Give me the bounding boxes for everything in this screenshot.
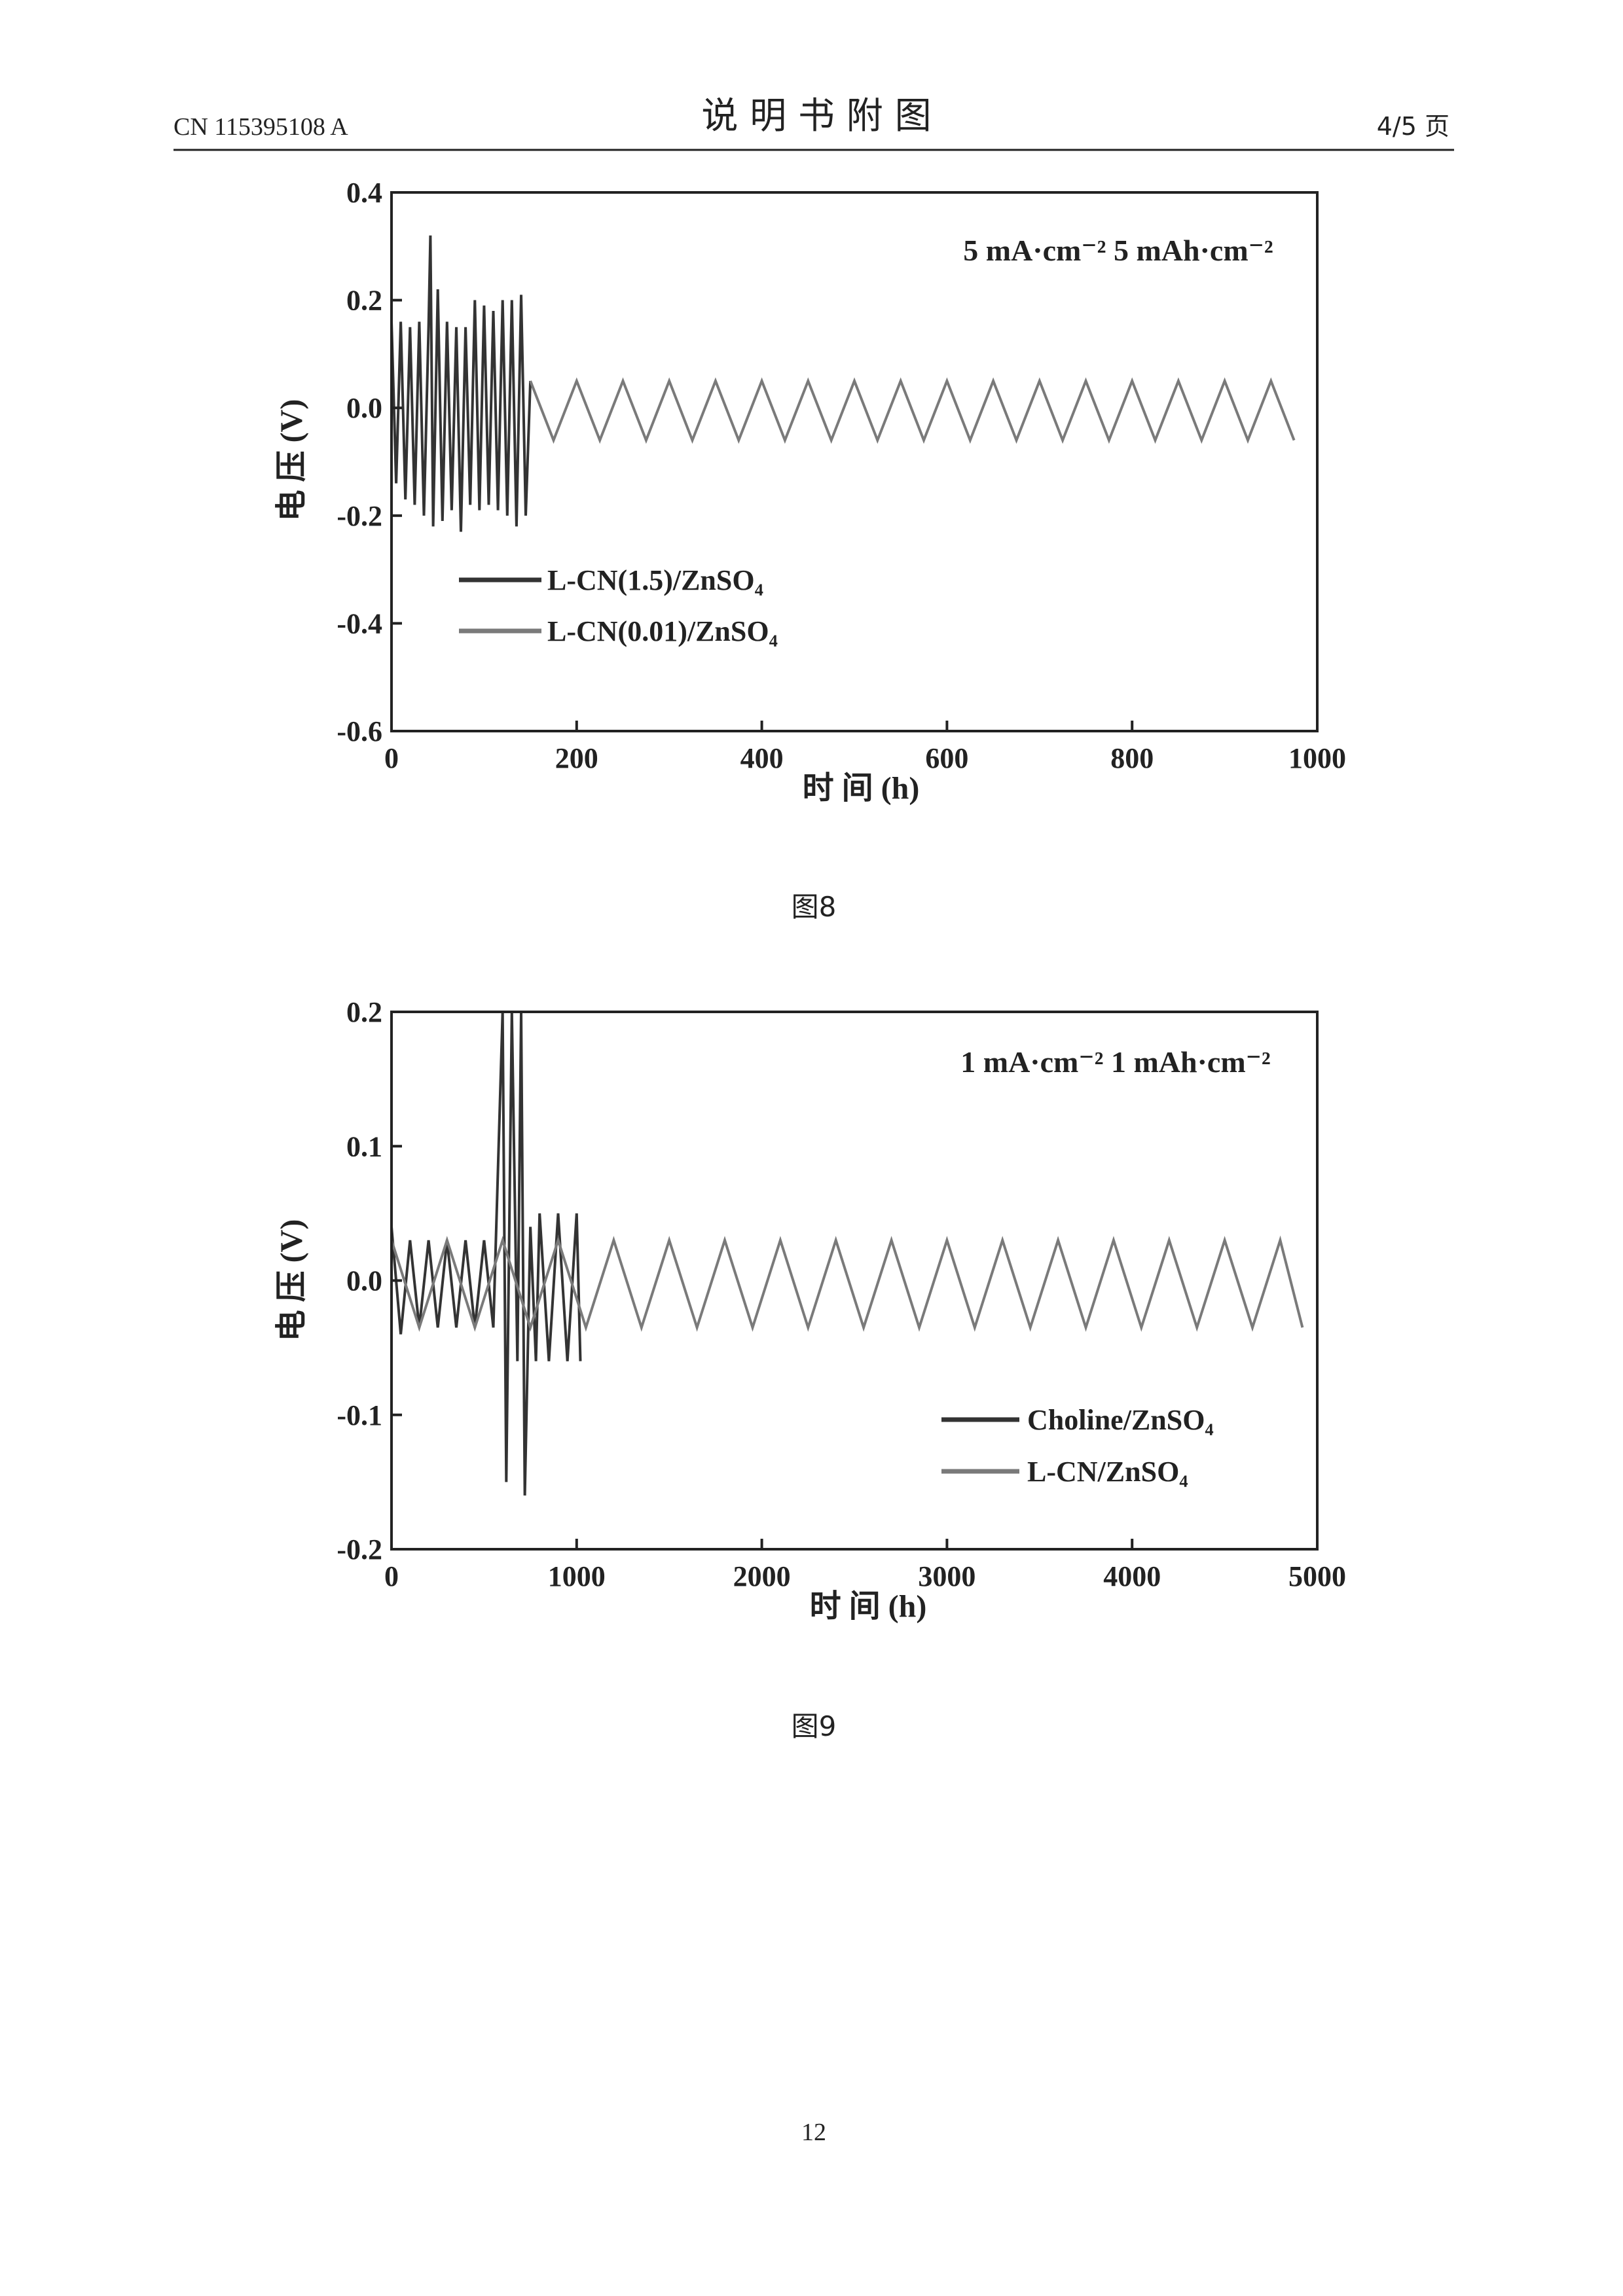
series-line <box>390 235 532 532</box>
x-tick-label: 400 <box>740 742 784 774</box>
y-tick-label: 0.4 <box>346 177 382 209</box>
legend-label: L-CN(0.01)/ZnSO₄ <box>547 615 778 647</box>
y-tick-label: 0.1 <box>346 1130 382 1162</box>
figure-caption: 图8 <box>792 891 837 923</box>
x-tick-label: 800 <box>1110 742 1154 774</box>
plot-frame <box>390 191 1319 732</box>
header-title: 说 明 书 附 图 <box>701 95 931 137</box>
annotation: 5 mA·cm⁻² 5 mAh·cm⁻² <box>963 234 1273 267</box>
x-tick-label: 4000 <box>1103 1560 1161 1592</box>
x-axis-label: 时 间 (h) <box>810 1589 927 1624</box>
y-axis-label: 电 压 (V) <box>274 1219 309 1342</box>
x-tick-label: 600 <box>925 742 968 774</box>
legend-label: L-CN/ZnSO₄ <box>1027 1456 1188 1488</box>
y-tick-label: -0.4 <box>337 607 382 639</box>
x-tick-label: 0 <box>384 742 399 774</box>
page-number: 12 <box>801 2119 826 2146</box>
y-axis-label: 电 压 (V) <box>274 399 309 522</box>
x-tick-label: 3000 <box>918 1560 976 1592</box>
x-axis-label: 时 间 (h) <box>803 771 920 806</box>
x-tick-label: 5000 <box>1288 1560 1346 1592</box>
annotation: 1 mA·cm⁻² 1 mAh·cm⁻² <box>960 1045 1270 1079</box>
y-tick-label: 0.2 <box>346 285 382 317</box>
y-tick-label: 0.2 <box>346 996 382 1028</box>
y-tick-label: 0.0 <box>346 1265 382 1297</box>
x-tick-label: 1000 <box>548 1560 606 1592</box>
x-tick-label: 1000 <box>1288 742 1346 774</box>
series-line <box>390 1235 1304 1332</box>
y-tick-label: -0.6 <box>337 715 382 747</box>
y-tick-label: 0.0 <box>346 392 382 424</box>
doc-number: CN 115395108 A <box>173 113 348 141</box>
legend-label: Choline/ZnSO₄ <box>1027 1404 1214 1436</box>
x-tick-label: 0 <box>384 1560 399 1592</box>
page-of: 4/5 页 <box>1377 112 1450 141</box>
figure-caption: 图9 <box>792 1710 837 1742</box>
x-tick-label: 2000 <box>733 1560 791 1592</box>
y-tick-label: -0.1 <box>337 1399 382 1431</box>
y-tick-label: -0.2 <box>337 500 382 532</box>
x-tick-label: 200 <box>555 742 598 774</box>
series-line <box>529 377 1296 444</box>
legend-label: L-CN(1.5)/ZnSO₄ <box>547 564 763 596</box>
y-tick-label: -0.2 <box>337 1534 382 1566</box>
